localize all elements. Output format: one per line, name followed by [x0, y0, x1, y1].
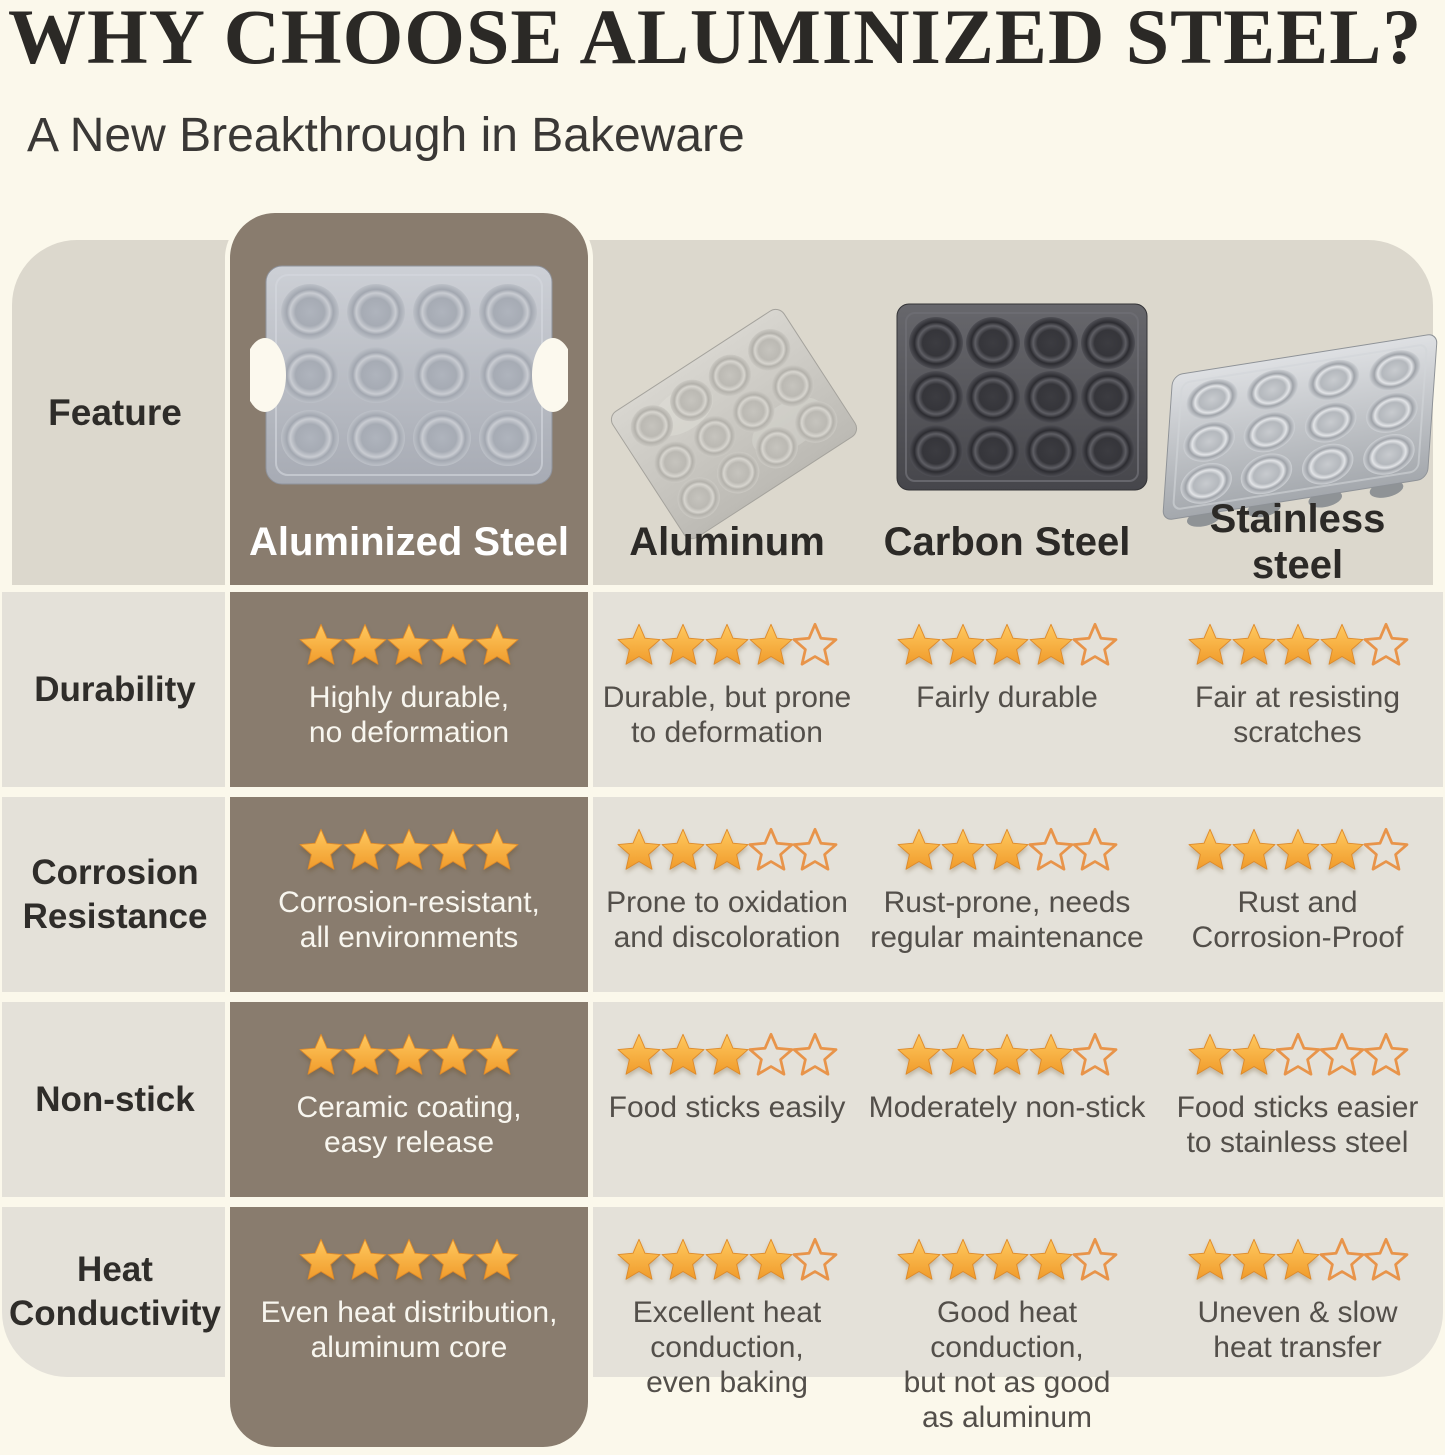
aluminum-pan-image: [602, 300, 866, 548]
cell-durability-stainless-steel: Fair at resisting scratches: [1152, 592, 1443, 787]
column-header-stainless-steel: Stainless steel: [1209, 497, 1386, 587]
page-title: WHY CHOOSE ALUMINIZED STEEL?: [8, 0, 1423, 80]
cell-corrosion-stainless-steel: Rust and Corrosion-Proof: [1152, 797, 1443, 992]
cell-nonstick-aluminum: Food sticks easily: [592, 1002, 862, 1197]
star-rating: [299, 827, 519, 873]
page-subtitle: A New Breakthrough in Bakeware: [27, 109, 745, 162]
cell-heat-stainless-steel: Uneven & slow heat transfer: [1152, 1207, 1443, 1377]
cell-corrosion-carbon-steel: Rust-prone, needs regular maintenance: [862, 797, 1152, 992]
cell-durability-carbon-steel: Fairly durable: [862, 592, 1152, 787]
star-rating: [299, 1237, 519, 1283]
stainless-steel-pan-image: [1158, 329, 1441, 527]
cell-nonstick-carbon-steel: Moderately non-stick: [862, 1002, 1152, 1197]
star-rating: [299, 622, 519, 668]
cell-nonstick-aluminized: Ceramic coating, easy release: [230, 1002, 588, 1197]
column-header-aluminum: Aluminum: [629, 520, 825, 564]
star-rating: [897, 1032, 1118, 1078]
rating-note: Durable, but prone to deformation: [602, 681, 852, 749]
star-rating: [617, 1032, 838, 1078]
rating-note: Rust-prone, needs regular maintenance: [870, 886, 1144, 954]
cell-nonstick-stainless-steel: Food sticks easier to stainless steel: [1152, 1002, 1443, 1197]
cell-durability-aluminum: Durable, but prone to deformation: [592, 592, 862, 787]
rating-note: Food sticks easily: [608, 1091, 846, 1124]
rating-note: Ceramic coating, easy release: [296, 1091, 522, 1159]
rating-note: Uneven & slow heat transfer: [1197, 1296, 1398, 1364]
cell-corrosion-aluminum: Prone to oxidation and discoloration: [592, 797, 862, 992]
column-header-carbon-steel: Carbon Steel: [883, 520, 1131, 564]
rating-note: Prone to oxidation and discoloration: [606, 886, 848, 954]
cell-heat-aluminum: Excellent heat conduction, even baking: [592, 1207, 862, 1399]
feature-label-corrosion-resistance: Corrosion Resistance: [22, 852, 208, 936]
rating-note: Rust and Corrosion-Proof: [1191, 886, 1404, 954]
rating-note: Highly durable, no deformation: [308, 681, 510, 749]
rating-note: Moderately non-stick: [868, 1091, 1146, 1124]
cell-corrosion-aluminized: Corrosion-resistant, all environments: [230, 797, 588, 992]
carbon-steel-pan-image: [893, 300, 1151, 494]
aluminized-steel-pan-image: [244, 262, 574, 488]
star-rating: [897, 827, 1118, 873]
star-rating: [1188, 827, 1408, 873]
rating-note: Good heat conduction, but not as good as…: [903, 1296, 1111, 1434]
rating-note: Even heat distribution, aluminum core: [260, 1296, 558, 1364]
column-header-aluminized-steel: Aluminized Steel: [248, 520, 570, 564]
rating-note: Corrosion-resistant, all environments: [278, 886, 540, 954]
rating-note: Fairly durable: [916, 681, 1098, 714]
star-rating: [897, 622, 1118, 668]
rating-note: Fair at resisting scratches: [1194, 681, 1401, 749]
star-rating: [1188, 622, 1408, 668]
star-rating: [617, 622, 838, 668]
star-rating: [1188, 1237, 1408, 1283]
cell-heat-aluminized: Even heat distribution, aluminum core: [230, 1207, 588, 1377]
star-rating: [1188, 1032, 1408, 1078]
feature-label-non-stick: Non-stick: [35, 1079, 195, 1119]
feature-label-durability: Durability: [34, 669, 196, 709]
star-rating: [897, 1237, 1118, 1283]
star-rating: [617, 827, 838, 873]
feature-label-heat-conductivity: Heat Conductivity: [9, 1250, 221, 1333]
cell-durability-aluminized: Highly durable, no deformation: [230, 592, 588, 787]
feature-column-header: Feature: [48, 391, 182, 433]
cell-heat-carbon-steel: Good heat conduction, but not as good as…: [862, 1207, 1152, 1434]
star-rating: [617, 1237, 838, 1283]
rating-note: Food sticks easier to stainless steel: [1176, 1091, 1419, 1159]
star-rating: [299, 1032, 519, 1078]
rating-note: Excellent heat conduction, even baking: [632, 1296, 822, 1399]
